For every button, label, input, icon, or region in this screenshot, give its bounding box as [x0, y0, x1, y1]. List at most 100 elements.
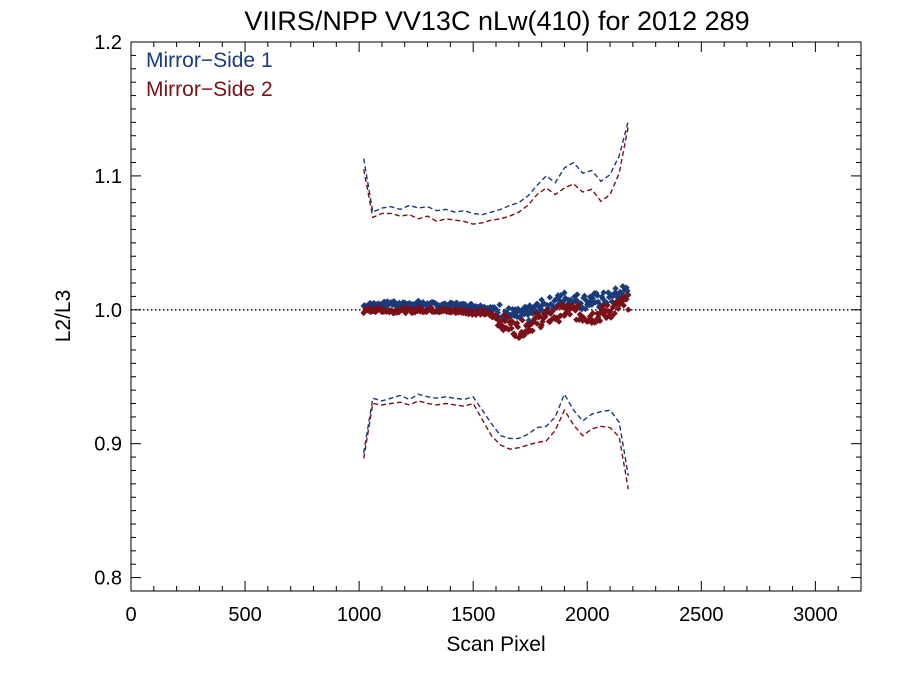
point-ms2	[575, 316, 583, 323]
point-ms1	[609, 292, 616, 300]
point-ms2	[616, 300, 624, 308]
lower-envelope-ms1	[363, 392, 629, 476]
point-ms2	[544, 307, 552, 315]
point-ms2	[514, 323, 522, 331]
point-ms2	[511, 332, 519, 340]
point-ms2	[559, 300, 566, 308]
point-ms2	[599, 302, 606, 310]
point-ms2	[504, 314, 512, 321]
legend: Mirror−Side 1 Mirror−Side 2	[146, 49, 273, 101]
point-ms2	[606, 308, 614, 315]
point-ms2	[536, 313, 543, 320]
point-ms1	[553, 295, 560, 303]
upper-envelope-ms1	[363, 120, 629, 216]
point-ms1	[511, 306, 519, 313]
point-ms1	[522, 308, 530, 316]
point-ms1	[512, 310, 520, 317]
tick-labels: 0 500 1000 1500 2000 2500 3000 0.8 0.9 1.0 1.1 1.2	[94, 32, 837, 626]
point-ms1	[496, 301, 503, 308]
point-ms2	[549, 307, 556, 315]
point-ms2	[608, 312, 616, 320]
point-ms2	[623, 296, 630, 303]
point-ms1	[595, 298, 602, 306]
point-ms2	[572, 307, 579, 314]
point-ms2	[525, 326, 533, 333]
point-ms2	[562, 310, 569, 317]
legend-entry-mirror-side-1: Mirror−Side 1	[146, 49, 273, 72]
point-ms2	[522, 328, 529, 335]
lower-envelope-ms2	[363, 400, 629, 490]
point-ms1	[571, 293, 578, 300]
x-tick-label: 0	[125, 604, 136, 626]
data-points	[360, 283, 632, 342]
upper-envelope-ms2	[363, 126, 629, 225]
point-ms2	[595, 310, 603, 318]
point-ms1	[616, 288, 624, 296]
point-ms1	[581, 292, 588, 300]
point-ms1	[549, 302, 556, 309]
point-ms1	[599, 295, 606, 302]
point-ms2	[625, 306, 632, 313]
point-ms2	[553, 314, 560, 321]
point-ms1	[623, 284, 630, 291]
point-ms2	[539, 318, 546, 325]
y-tick-label: 0.9	[94, 434, 122, 456]
envelope-lines	[363, 120, 629, 490]
point-ms2	[518, 328, 525, 336]
point-ms2	[521, 331, 528, 339]
point-ms2	[540, 315, 547, 322]
x-tick-label: 1000	[337, 604, 382, 626]
x-tick-label: 3000	[793, 604, 838, 626]
point-ms1	[538, 296, 545, 304]
point-ms1	[605, 289, 612, 296]
x-tick-label: 500	[228, 604, 261, 626]
y-tick-label: 1.0	[94, 300, 122, 322]
point-ms2	[604, 302, 611, 309]
point-ms2	[529, 327, 536, 334]
point-ms2	[595, 314, 602, 321]
point-ms2	[513, 319, 521, 327]
point-ms1	[600, 289, 607, 296]
point-ms2	[508, 325, 515, 332]
point-ms1	[522, 303, 529, 310]
point-ms2	[554, 303, 562, 310]
y-tick-label: 0.8	[94, 568, 122, 590]
point-ms1	[618, 290, 626, 298]
point-ms1	[589, 295, 596, 302]
point-ms2	[563, 304, 570, 312]
point-ms1	[526, 302, 533, 309]
point-ms1	[534, 302, 542, 310]
point-ms2	[519, 317, 526, 324]
point-ms1	[513, 313, 521, 321]
point-ms1	[612, 285, 619, 292]
point-ms2	[516, 334, 523, 341]
point-ms1	[574, 291, 581, 298]
point-ms1	[546, 294, 554, 301]
legend-entry-mirror-side-2: Mirror−Side 2	[146, 78, 273, 101]
point-ms2	[526, 322, 533, 329]
y-tick-label: 1.1	[94, 166, 122, 188]
y-tick-label: 1.2	[94, 32, 122, 54]
point-ms2	[530, 318, 537, 325]
point-ms1	[517, 312, 524, 320]
point-ms2	[603, 314, 610, 322]
point-ms2	[620, 302, 627, 309]
point-ms2	[613, 300, 620, 308]
point-ms1	[603, 299, 610, 306]
point-ms2	[566, 311, 574, 318]
point-ms1	[561, 289, 568, 296]
point-ms1	[521, 310, 528, 318]
point-ms1	[567, 296, 575, 304]
point-ms2	[534, 310, 542, 318]
point-ms1	[541, 300, 548, 307]
point-ms2	[596, 317, 604, 325]
point-ms2	[555, 318, 563, 325]
point-ms2	[614, 297, 621, 305]
point-ms1	[577, 300, 585, 307]
point-ms1	[586, 293, 594, 301]
point-ms1	[573, 296, 580, 304]
point-ms1	[582, 305, 589, 313]
x-axis-label: Scan Pixel	[446, 633, 545, 656]
point-ms2	[624, 291, 631, 298]
